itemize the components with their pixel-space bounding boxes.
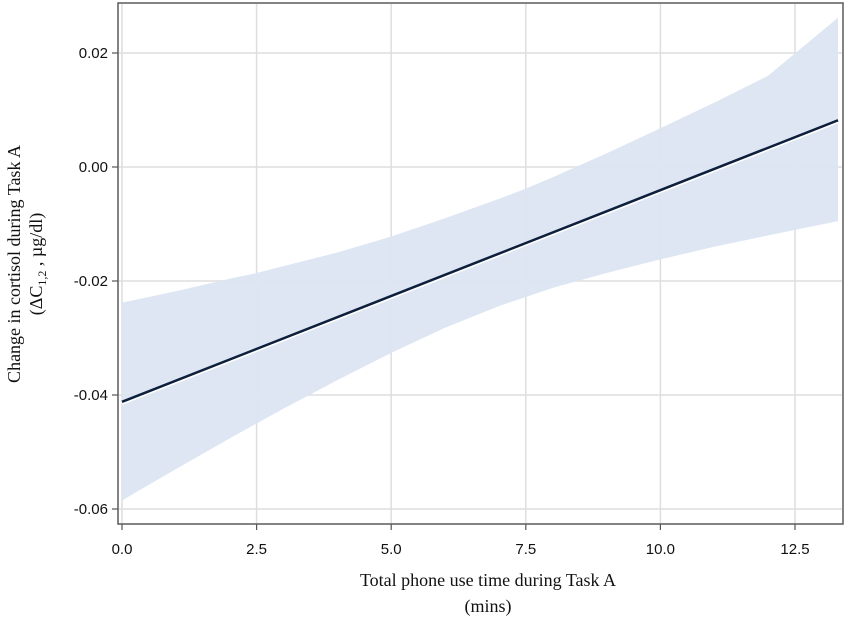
- confidence-band-area: [122, 17, 839, 501]
- x-tick-label: 10.0: [646, 541, 675, 558]
- y-tick-label: 0.00: [79, 159, 108, 176]
- regression-line-halo: [121, 120, 839, 405]
- y-axis-ticks: 0.02 0.00 -0.02 -0.04 -0.06: [74, 45, 118, 518]
- regression-line: [121, 119, 839, 405]
- y-tick-label: -0.02: [74, 273, 108, 290]
- x-axis-ticks: 0.0 2.5 5.0 7.5 10.0 12.5: [112, 524, 810, 558]
- y-axis-title-units: (ΔC1,2 , µg/dl): [26, 213, 49, 315]
- x-tick-label: 12.5: [780, 541, 809, 558]
- confidence-band: [122, 17, 839, 501]
- y-tick-label: -0.06: [74, 501, 108, 518]
- y-axis-units-suffix: , µg/dl): [26, 213, 47, 271]
- x-tick-label: 7.5: [515, 541, 536, 558]
- regression-line-path: [121, 119, 839, 404]
- y-axis-title: Change in cortisol during Task A: [4, 145, 24, 383]
- x-tick-label: 5.0: [381, 541, 402, 558]
- y-tick-label: 0.02: [79, 45, 108, 62]
- y-tick-label: -0.04: [74, 387, 108, 404]
- x-axis-title-units: (mins): [465, 596, 512, 617]
- y-axis-units-subscript: 1,2: [35, 271, 49, 286]
- x-axis-title: Total phone use time during Task A: [360, 570, 616, 590]
- y-axis-units-prefix: (ΔC: [26, 286, 47, 316]
- x-tick-label: 0.0: [112, 541, 133, 558]
- x-tick-label: 2.5: [246, 541, 267, 558]
